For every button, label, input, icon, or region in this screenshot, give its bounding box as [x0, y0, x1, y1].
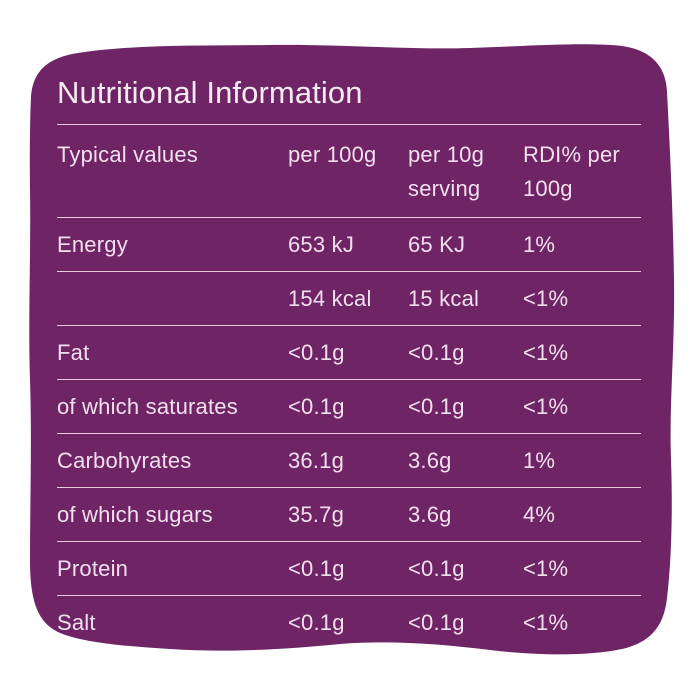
value-per-100g: <0.1g	[288, 339, 345, 365]
header-line-per-10g: per 10g	[408, 142, 485, 167]
value-per-10g: 15 kcal	[408, 285, 480, 311]
label-content: Nutritional Information Typical values p…	[57, 60, 641, 649]
table-header: Typical values per 100g per 10g serving …	[57, 125, 641, 218]
column-header-per-100g: per 100g	[288, 142, 377, 167]
value-rdi: 1%	[523, 231, 556, 257]
value-per-100g: 154 kcal	[288, 285, 372, 311]
value-per-10g: <0.1g	[408, 393, 465, 419]
value-per-100g: 35.7g	[288, 501, 345, 527]
header-line-100g: 100g	[523, 176, 573, 201]
value-per-10g: 3.6g	[408, 447, 452, 473]
value-rdi: <1%	[523, 393, 569, 419]
value-per-10g: 65 KJ	[408, 231, 466, 257]
row-label: Protein	[57, 555, 129, 581]
row-label: Energy	[57, 231, 128, 257]
value-per-10g: <0.1g	[408, 609, 465, 635]
value-per-10g: <0.1g	[408, 339, 465, 365]
table-row-carbohydrates: Carbohyrates 36.1g 3.6g 1%	[57, 434, 641, 488]
table-row-sugars: of which sugars 35.7g 3.6g 4%	[57, 488, 641, 542]
value-rdi: 1%	[523, 447, 556, 473]
column-header-typical-values: Typical values	[57, 142, 198, 167]
table-row-fat: Fat <0.1g <0.1g <1%	[57, 326, 641, 380]
value-per-100g: 653 kJ	[288, 231, 355, 257]
row-label: Carbohyrates	[57, 447, 192, 473]
table-body: Energy 653 kJ 65 KJ 1% 154 kcal 15 kcal …	[57, 218, 641, 649]
page-title: Nutritional Information	[57, 60, 641, 125]
header-line-rdi-per: RDI% per	[523, 142, 620, 167]
value-per-100g: 36.1g	[288, 447, 345, 473]
value-per-100g: <0.1g	[288, 393, 345, 419]
value-per-100g: <0.1g	[288, 609, 345, 635]
value-rdi: <1%	[523, 285, 569, 311]
column-header-per-10g-serving: per 10g serving	[408, 138, 523, 206]
table-row-energy-kcal: 154 kcal 15 kcal <1%	[57, 272, 641, 326]
table-row-protein: Protein <0.1g <0.1g <1%	[57, 542, 641, 596]
value-rdi: <1%	[523, 339, 569, 365]
row-label: of which sugars	[57, 501, 213, 527]
table-row-energy-kj: Energy 653 kJ 65 KJ 1%	[57, 218, 641, 272]
value-per-10g: <0.1g	[408, 555, 465, 581]
row-label: of which saturates	[57, 393, 238, 419]
row-label: Fat	[57, 339, 90, 365]
column-header-rdi-per-100g: RDI% per 100g	[523, 138, 641, 206]
table-row-saturates: of which saturates <0.1g <0.1g <1%	[57, 380, 641, 434]
value-per-10g: 3.6g	[408, 501, 452, 527]
header-line-serving: serving	[408, 176, 481, 201]
value-rdi: <1%	[523, 555, 569, 581]
value-rdi: 4%	[523, 501, 556, 527]
row-label: Salt	[57, 609, 96, 635]
value-rdi: <1%	[523, 609, 569, 635]
value-per-100g: <0.1g	[288, 555, 345, 581]
blob-shape	[29, 44, 675, 655]
table-row-salt: Salt <0.1g <0.1g <1%	[57, 596, 641, 649]
